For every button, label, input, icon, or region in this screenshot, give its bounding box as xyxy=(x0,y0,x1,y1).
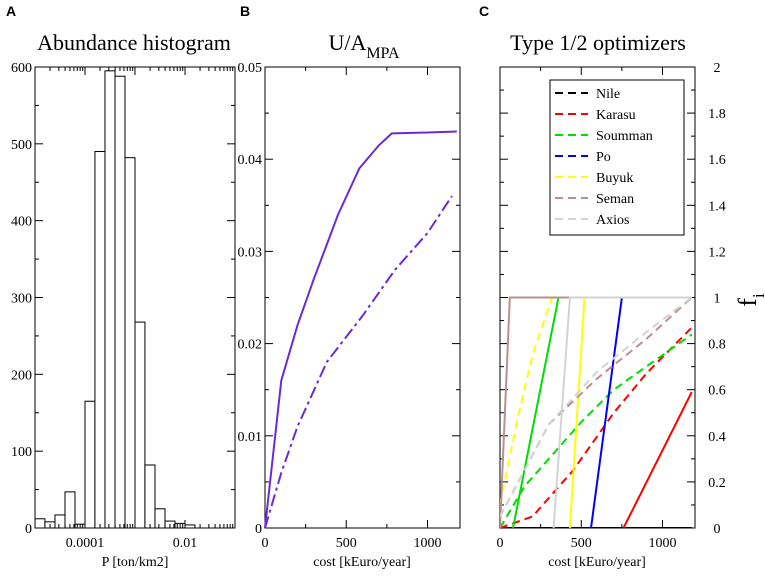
x-tick-label: 500 xyxy=(571,536,592,551)
series-line-axios-dashed xyxy=(500,296,693,517)
y-tick-label: 1 xyxy=(714,292,721,307)
series-line-dashed-dashdot xyxy=(264,195,453,529)
y-axis-label-c-main: f xyxy=(733,298,762,307)
y-tick-label: 0 xyxy=(255,522,262,537)
series-line-soumman-dashed xyxy=(500,333,693,528)
y-tick-label: 0.03 xyxy=(238,245,263,260)
panel-a: A Abundance histogram 0 100 200 300 400 500 60… xyxy=(6,3,236,570)
series-line-karasu-solid xyxy=(622,391,693,528)
y-tick-label: 1.2 xyxy=(708,245,726,260)
y-tick-label: 1.4 xyxy=(708,199,726,214)
y-tick-label: 300 xyxy=(11,292,32,307)
panel-letter-b: B xyxy=(240,3,250,19)
y-tick-label: 2 xyxy=(714,61,721,76)
histogram-bar xyxy=(114,75,126,529)
y-tick-label: 0.6 xyxy=(708,384,726,399)
legend-label-soumman: Soumman xyxy=(596,129,653,144)
histogram-bar xyxy=(84,400,96,529)
plot-frame-b xyxy=(264,66,461,529)
y-tick-label: 0.4 xyxy=(708,430,726,445)
x-tick-label: 1000 xyxy=(414,536,442,551)
legend-label-nile: Nile xyxy=(596,87,620,102)
histogram-bar xyxy=(64,491,76,529)
x-tick-label: 1000 xyxy=(649,536,677,551)
x-tick-label: 0 xyxy=(497,536,504,551)
legend-label-po: Po xyxy=(596,150,611,165)
series-line-axios-solid xyxy=(552,296,692,528)
y-tick-label: 0.04 xyxy=(238,153,263,168)
legend-label-karasu: Karasu xyxy=(596,108,636,123)
histogram-bar xyxy=(134,321,146,529)
panel-letter-c: C xyxy=(479,3,489,19)
legend-label-buyuk: Buyuk xyxy=(596,171,633,186)
panel-c: C Type 1/2 optimizers 0 500 1000 0 0.2 0.4 0.6… xyxy=(479,3,765,570)
y-tick-label: 1.6 xyxy=(708,153,726,168)
histogram-bar xyxy=(94,151,106,529)
y-tick-label: 0.01 xyxy=(238,430,263,445)
x-tick-label: 0 xyxy=(262,536,269,551)
series-line-soumman-solid xyxy=(512,296,692,528)
y-tick-label: 0 xyxy=(25,522,32,537)
panel-b: B U/AMPA 0 500 1000 0 0.01 0.02 0.03 0.04 0.05 c… xyxy=(238,3,461,570)
chart-title-b-main: U/A xyxy=(328,30,366,55)
x-axis-label-b: cost [kEuro/year] xyxy=(313,555,411,570)
histogram-bar xyxy=(184,524,196,529)
y-tick-label: 0.02 xyxy=(238,338,263,353)
x-tick-label: 500 xyxy=(336,536,357,551)
histogram-bar xyxy=(154,508,166,529)
y-tick-label: 1.8 xyxy=(708,107,726,122)
histogram-bar xyxy=(124,157,136,529)
histogram-bar xyxy=(34,518,46,529)
panel-letter-a: A xyxy=(6,3,16,19)
histogram-bar xyxy=(104,70,116,529)
y-axis-label-c-subscript: i xyxy=(749,293,765,298)
chart-title-c: Type 1/2 optimizers xyxy=(510,30,686,55)
y-tick-label: 100 xyxy=(11,445,32,460)
x-axis-label-c: cost [kEuro/year] xyxy=(548,555,646,570)
x-tick-label: 0.01 xyxy=(173,536,198,551)
legend-label-axios: Axios xyxy=(596,213,629,228)
series-line-seman-dashed xyxy=(500,296,693,517)
series-line-karasu-dashed xyxy=(500,326,693,528)
histogram-bar xyxy=(144,464,156,529)
y-tick-label: 400 xyxy=(11,215,32,230)
chart-title-b: U/AMPA xyxy=(328,30,400,62)
legend-label-seman: Seman xyxy=(596,192,634,207)
legend-box xyxy=(549,79,685,236)
histogram-bar xyxy=(54,514,66,529)
x-tick-label: 0.0001 xyxy=(66,536,105,551)
y-tick-label: 500 xyxy=(11,138,32,153)
series-line-buyuk-dashed xyxy=(500,297,553,506)
chart-title-a: Abundance histogram xyxy=(37,30,231,55)
y-tick-label: 0.2 xyxy=(708,476,726,491)
y-tick-label: 200 xyxy=(11,368,32,383)
y-tick-label: 600 xyxy=(11,61,32,76)
series-line-buyuk-solid xyxy=(568,296,692,528)
y-tick-label: 0 xyxy=(714,522,721,537)
series-line-solid-solid xyxy=(264,130,457,529)
y-tick-label: 0.05 xyxy=(238,61,263,76)
y-axis-label-c: fi xyxy=(733,293,765,307)
x-axis-label-a: P [ton/km2] xyxy=(102,555,169,570)
chart-title-b-subscript: MPA xyxy=(366,45,400,62)
y-tick-label: 0.8 xyxy=(708,338,726,353)
